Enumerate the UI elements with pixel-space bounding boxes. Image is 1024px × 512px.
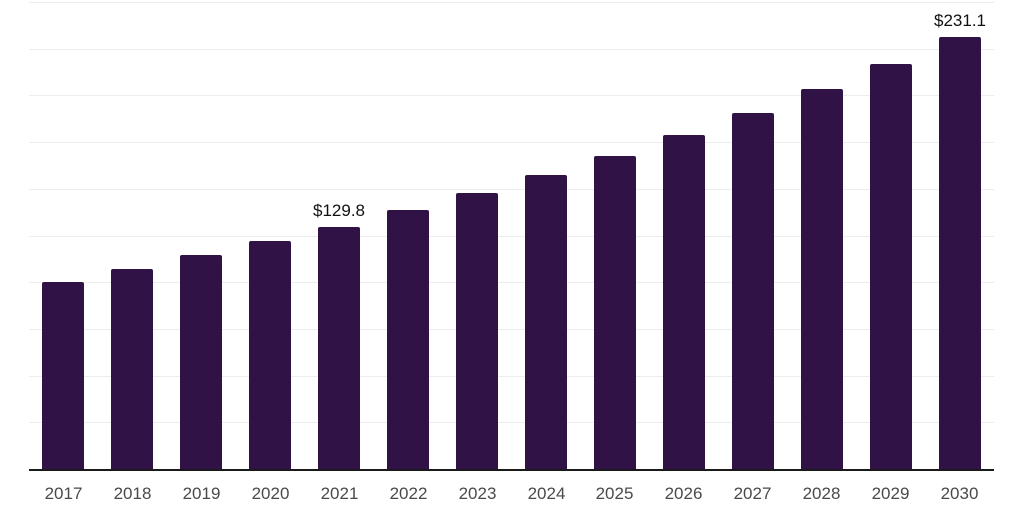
x-tick-label-2017: 2017 xyxy=(44,484,83,503)
bar-2030 xyxy=(939,37,981,469)
x-tick-label-2025: 2025 xyxy=(595,484,634,503)
gridline-150 xyxy=(29,189,994,190)
gridline-125 xyxy=(29,236,994,237)
bar-2017 xyxy=(42,282,84,469)
gridline-200 xyxy=(29,95,994,96)
x-tick-label-2026: 2026 xyxy=(664,484,703,503)
bar-2025 xyxy=(594,156,636,469)
bar-2029 xyxy=(870,64,912,469)
bar-2024 xyxy=(525,175,567,469)
bar-2022 xyxy=(387,210,429,469)
gridline-225 xyxy=(29,49,994,50)
x-tick-label-2030: 2030 xyxy=(940,484,979,503)
data-label-2030: $231.1 xyxy=(934,11,986,30)
gridline-25 xyxy=(29,422,994,423)
bar-2023 xyxy=(456,193,498,469)
gridline-175 xyxy=(29,142,994,143)
x-tick-label-2028: 2028 xyxy=(802,484,841,503)
x-tick-label-2018: 2018 xyxy=(113,484,152,503)
gridline-100 xyxy=(29,282,994,283)
bar-2018 xyxy=(111,269,153,469)
bar-2020 xyxy=(249,241,291,469)
x-tick-label-2027: 2027 xyxy=(733,484,772,503)
gridline-250 xyxy=(29,2,994,3)
x-tick-label-2019: 2019 xyxy=(182,484,221,503)
bar-2026 xyxy=(663,135,705,469)
data-label-2021: $129.8 xyxy=(313,201,365,220)
x-tick-label-2022: 2022 xyxy=(389,484,428,503)
bar-2021 xyxy=(318,227,360,469)
gridline-75 xyxy=(29,329,994,330)
x-tick-label-2021: 2021 xyxy=(320,484,359,503)
bar-2028 xyxy=(801,89,843,469)
bar-2027 xyxy=(732,113,774,469)
x-tick-label-2024: 2024 xyxy=(527,484,566,503)
gridline-50 xyxy=(29,376,994,377)
bar-2019 xyxy=(180,255,222,469)
x-tick-label-2020: 2020 xyxy=(251,484,290,503)
x-axis-line xyxy=(29,469,994,471)
x-tick-label-2023: 2023 xyxy=(458,484,497,503)
x-tick-label-2029: 2029 xyxy=(871,484,910,503)
